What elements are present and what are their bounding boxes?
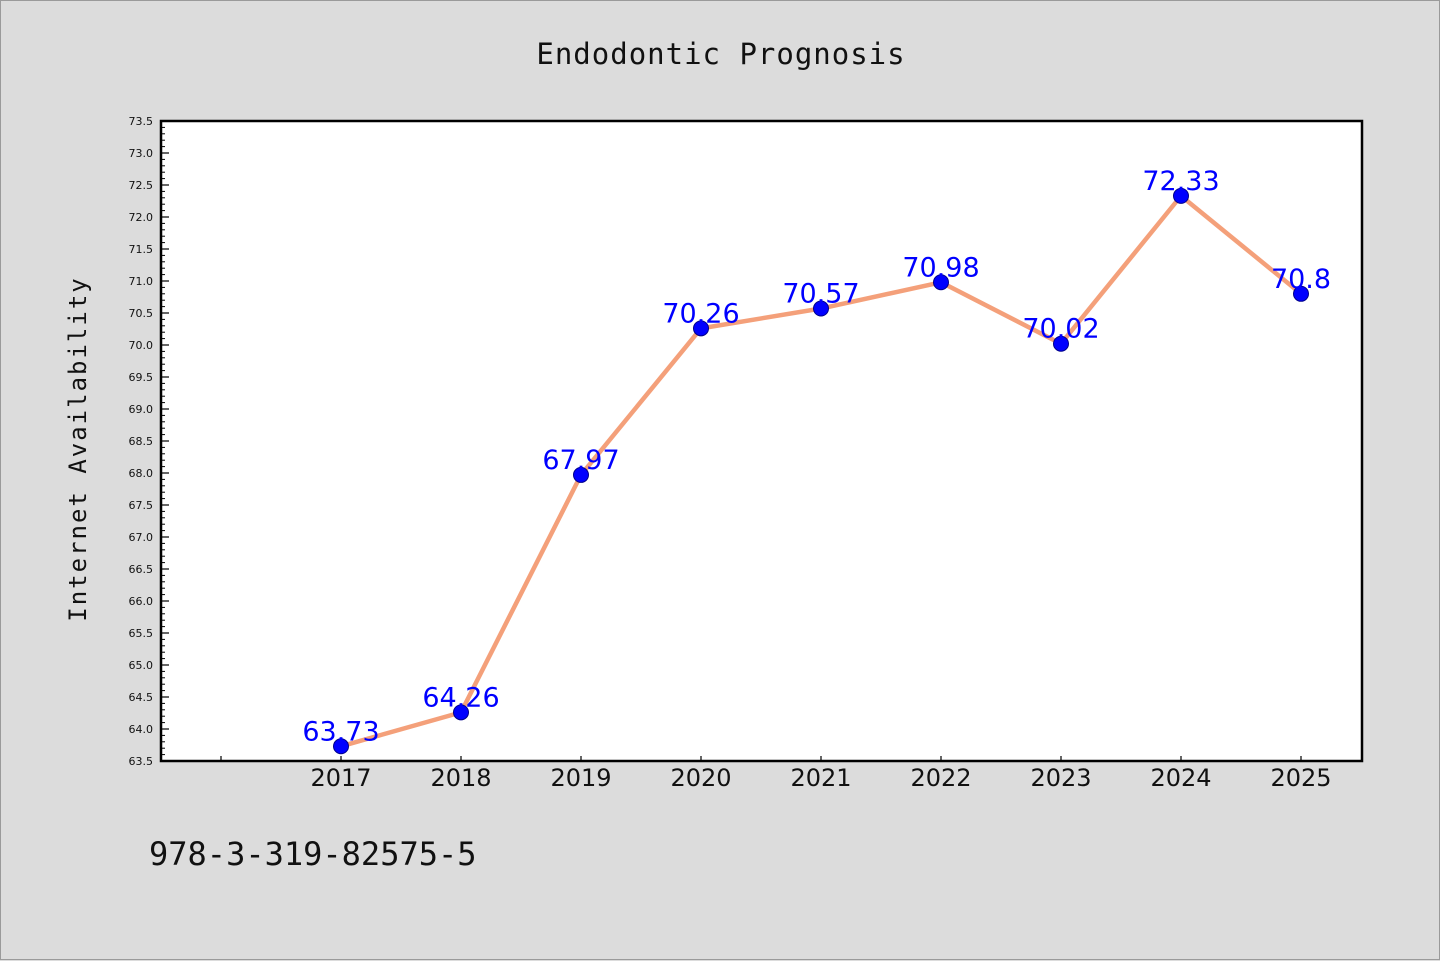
plot-area [159, 119, 1364, 763]
data-point [1173, 187, 1189, 204]
data-point [333, 738, 349, 755]
y-tick-label: 70.0 [129, 339, 154, 352]
data-point [1053, 335, 1069, 352]
y-tick-label: 63.5 [129, 755, 154, 768]
y-tick-label: 73.0 [129, 147, 154, 160]
data-point [933, 274, 949, 291]
data-point [573, 466, 589, 483]
data-label: 70.26 [662, 298, 739, 329]
y-tick-label: 70.5 [129, 307, 154, 320]
chart-title: Endodontic Prognosis [536, 37, 905, 71]
y-tick-label: 65.0 [129, 659, 154, 672]
y-tick-label: 66.5 [129, 563, 154, 576]
x-tick-label: 2022 [910, 764, 971, 792]
data-label: 72.33 [1142, 166, 1219, 197]
y-tick-label: 69.5 [129, 371, 154, 384]
data-point [1293, 285, 1309, 302]
x-tick-label: 2023 [1030, 764, 1091, 792]
data-label: 70.8 [1271, 264, 1331, 295]
y-tick-label: 69.0 [129, 403, 154, 416]
y-axis-label: Internet Availability [64, 276, 92, 621]
y-axis: 63.5 64.0 64.5 65.0 65.5 66.0 66.5 67.0 67.5 68.0… [129, 115, 169, 768]
x-tick-label: 2019 [550, 764, 611, 792]
data-label: 63.73 [302, 716, 379, 747]
data-label: 70.57 [782, 279, 859, 310]
x-tick-label: 2018 [430, 764, 491, 792]
y-tick-label: 67.5 [129, 499, 154, 512]
y-tick-label: 64.5 [129, 691, 154, 704]
x-tick-label: 2021 [790, 764, 851, 792]
y-tick-label: 66.0 [129, 595, 154, 608]
x-tick-label: 2024 [1150, 764, 1211, 792]
data-label-group: 63.73 64.26 67.97 70.26 70.57 70.98 70.02 72.33… [302, 166, 1331, 747]
series-group [333, 187, 1309, 755]
y-tick-label: 67.0 [129, 531, 154, 544]
x-tick-label: 2025 [1270, 764, 1331, 792]
data-label: 70.02 [1022, 314, 1099, 345]
data-label: 64.26 [422, 682, 499, 713]
data-label: 67.97 [542, 445, 619, 476]
y-tick-label: 68.0 [129, 467, 154, 480]
x-tick-label: 2020 [670, 764, 731, 792]
y-tick-label: 65.5 [129, 627, 154, 640]
footer-isbn: 978-3-319-82575-5 [149, 835, 477, 873]
y-tick-label: 64.0 [129, 723, 154, 736]
x-axis: 2017 2018 2019 2020 2021 2022 2023 2024 2025 [220, 756, 1332, 792]
y-tick-label: 72.0 [129, 211, 154, 224]
data-point [453, 704, 469, 721]
x-tick-label: 2017 [310, 764, 371, 792]
data-point [693, 320, 709, 337]
data-point [813, 300, 829, 317]
y-tick-label: 71.0 [129, 275, 154, 288]
y-tick-label: 68.5 [129, 435, 154, 448]
data-label: 70.98 [902, 252, 979, 283]
y-tick-label: 73.5 [129, 115, 154, 128]
y-tick-label: 72.5 [129, 179, 154, 192]
y-tick-label: 71.5 [129, 243, 154, 256]
